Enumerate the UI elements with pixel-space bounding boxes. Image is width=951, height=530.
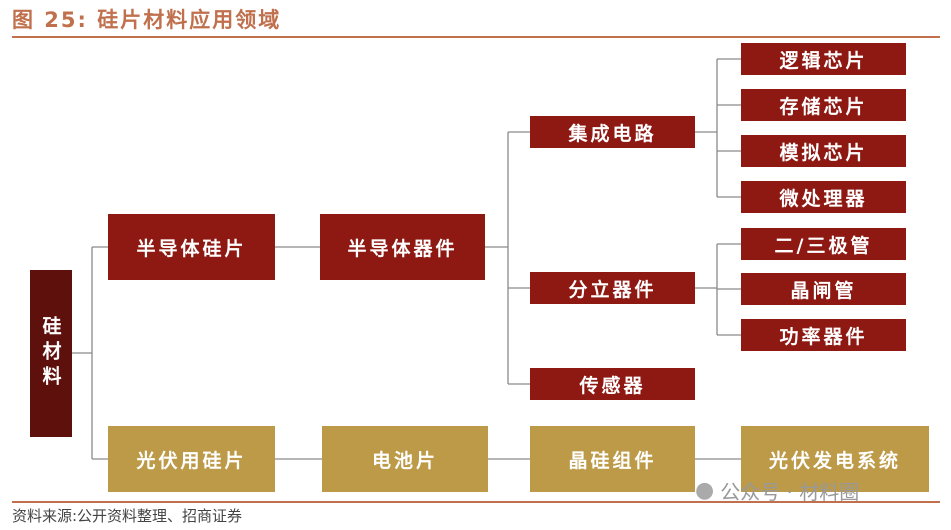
node-analog-chip: 模拟芯片 bbox=[741, 135, 906, 167]
node-root: 硅材料 bbox=[30, 270, 72, 437]
node-logic-chip: 逻辑芯片 bbox=[741, 43, 906, 75]
node-solar-cell: 电池片 bbox=[322, 426, 488, 492]
title-rule bbox=[12, 36, 940, 38]
node-sensor: 传感器 bbox=[530, 368, 695, 400]
footer-rule bbox=[12, 501, 940, 503]
figure-title: 图 25: 硅片材料应用领域 bbox=[12, 8, 282, 32]
node-pv-system: 光伏发电系统 bbox=[741, 426, 929, 492]
node-integrated-circuit: 集成电路 bbox=[530, 116, 695, 148]
node-power-device: 功率器件 bbox=[741, 319, 906, 351]
node-pv-wafer: 光伏用硅片 bbox=[108, 426, 275, 492]
node-thyristor: 晶闸管 bbox=[741, 273, 906, 305]
wechat-icon: ● bbox=[695, 478, 715, 503]
node-pv-module: 晶硅组件 bbox=[530, 426, 695, 492]
node-microprocessor: 微处理器 bbox=[741, 181, 906, 213]
watermark-text: 公众号 · 材料圈 bbox=[720, 480, 860, 504]
watermark: ● 公众号 · 材料圈 bbox=[695, 476, 859, 505]
node-diode-transistor: 二/三极管 bbox=[741, 228, 906, 260]
node-memory-chip: 存储芯片 bbox=[741, 89, 906, 121]
node-semiconductor-device: 半导体器件 bbox=[320, 214, 485, 280]
node-discrete-device: 分立器件 bbox=[530, 272, 695, 304]
source-note: 资料来源:公开资料整理、招商证券 bbox=[12, 507, 243, 525]
node-semiconductor-wafer: 半导体硅片 bbox=[108, 214, 275, 280]
